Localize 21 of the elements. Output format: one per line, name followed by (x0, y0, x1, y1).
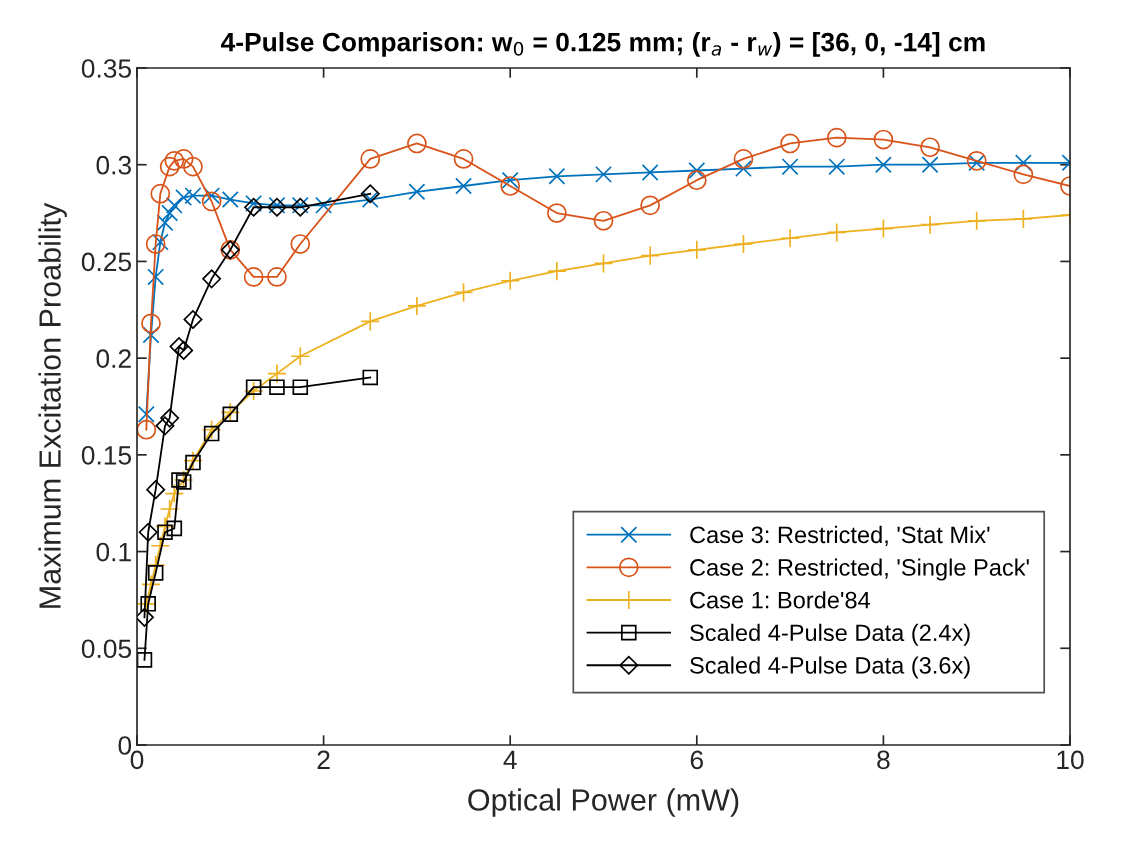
x-tick-label: 2 (317, 750, 330, 769)
legend-label: Case 2: Restricted, 'Single Pack' (690, 558, 1029, 581)
y-tick-label: 0 (118, 736, 132, 755)
x-tick-label: 8 (877, 750, 890, 770)
y-axis-title: Maximum Excitation Proability (38, 202, 67, 608)
y-tick-label: 0.35 (81, 59, 132, 78)
legend-label: Scaled 4-Pulse Data (3.6x) (690, 656, 970, 679)
y-tick-label: 0.3 (96, 155, 131, 175)
y-tick-label: 0.25 (81, 252, 132, 272)
y-tick-label: 0.1 (96, 542, 131, 562)
legend-label: Case 1: Borde'84 (690, 591, 871, 609)
legend-label: Case 3: Restricted, 'Stat Mix' (690, 525, 990, 546)
y-tick-label: 0.05 (81, 639, 132, 659)
y-tick-label: 0.2 (96, 349, 131, 368)
x-tick-label: 4 (503, 750, 517, 769)
x-tick-label: 6 (690, 750, 703, 770)
legend-label: Scaled 4-Pulse Data (2.4x) (690, 623, 970, 646)
x-axis-title: Optical Power (mW) (468, 788, 739, 817)
chart-title: 4-Pulse Comparison: w$_{0}$ = 0.125 mm; (r$_{a}$ - r$_{w}$) = [36, 0, -14] cm (221, 32, 985, 57)
y-tick-label: 0.15 (81, 445, 132, 465)
x-tick-label: 10 (1057, 750, 1084, 770)
